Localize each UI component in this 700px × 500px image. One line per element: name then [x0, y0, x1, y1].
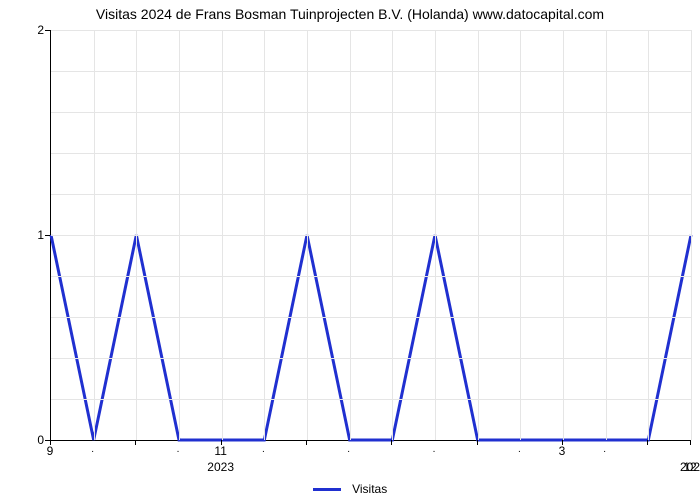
xtick-minor-dot: .: [91, 444, 94, 455]
grid-line-v: [307, 30, 308, 440]
ytick-label: 0: [37, 433, 44, 447]
xtick-mark: [647, 440, 648, 445]
xtick-label: 9: [47, 444, 54, 458]
grid-line-v-minor: [94, 30, 95, 440]
grid-line-h: [51, 30, 691, 31]
grid-line-h-minor: [51, 153, 691, 154]
xtick-mark: [477, 440, 478, 445]
grid-line-v: [478, 30, 479, 440]
grid-line-v-minor: [350, 30, 351, 440]
grid-line-h-minor: [51, 317, 691, 318]
ytick-label: 1: [37, 228, 44, 242]
xtick-mark: [135, 440, 136, 445]
xtick-secondary-label: 202: [680, 460, 700, 474]
grid-line-h-minor: [51, 194, 691, 195]
xtick-minor-dot: .: [603, 444, 606, 455]
grid-line-h-minor: [51, 112, 691, 113]
ytick-mark: [45, 235, 50, 236]
grid-line-v: [222, 30, 223, 440]
legend-label: Visitas: [352, 482, 387, 496]
grid-line-v-minor: [179, 30, 180, 440]
grid-line-v-minor: [520, 30, 521, 440]
xtick-label: 3: [559, 444, 566, 458]
xtick-minor-dot: .: [262, 444, 265, 455]
grid-line-h-minor: [51, 276, 691, 277]
xtick-minor-dot: .: [347, 444, 350, 455]
grid-line-v: [392, 30, 393, 440]
legend: Visitas: [0, 482, 700, 496]
xtick-label: 11: [214, 444, 226, 458]
grid-line-v-minor: [435, 30, 436, 440]
chart-container: Visitas 2024 de Frans Bosman Tuinproject…: [0, 0, 700, 500]
xtick-mark: [391, 440, 392, 445]
grid-line-h-minor: [51, 399, 691, 400]
grid-line-v-minor: [264, 30, 265, 440]
grid-line-v-minor: [606, 30, 607, 440]
plot-area: [50, 30, 691, 441]
chart-title: Visitas 2024 de Frans Bosman Tuinproject…: [0, 6, 700, 22]
grid-line-v: [648, 30, 649, 440]
xtick-minor-dot: .: [518, 444, 521, 455]
ytick-mark: [45, 30, 50, 31]
grid-line-v: [563, 30, 564, 440]
xtick-secondary-label: 2023: [207, 460, 234, 474]
grid-line-h-minor: [51, 358, 691, 359]
legend-swatch: [313, 488, 341, 491]
grid-line-v: [136, 30, 137, 440]
xtick-mark: [690, 440, 691, 445]
grid-line-h: [51, 235, 691, 236]
ytick-label: 2: [37, 23, 44, 37]
xtick-minor-dot: .: [177, 444, 180, 455]
xtick-mark: [306, 440, 307, 445]
grid-line-v: [691, 30, 692, 440]
grid-line-h-minor: [51, 71, 691, 72]
xtick-minor-dot: .: [433, 444, 436, 455]
